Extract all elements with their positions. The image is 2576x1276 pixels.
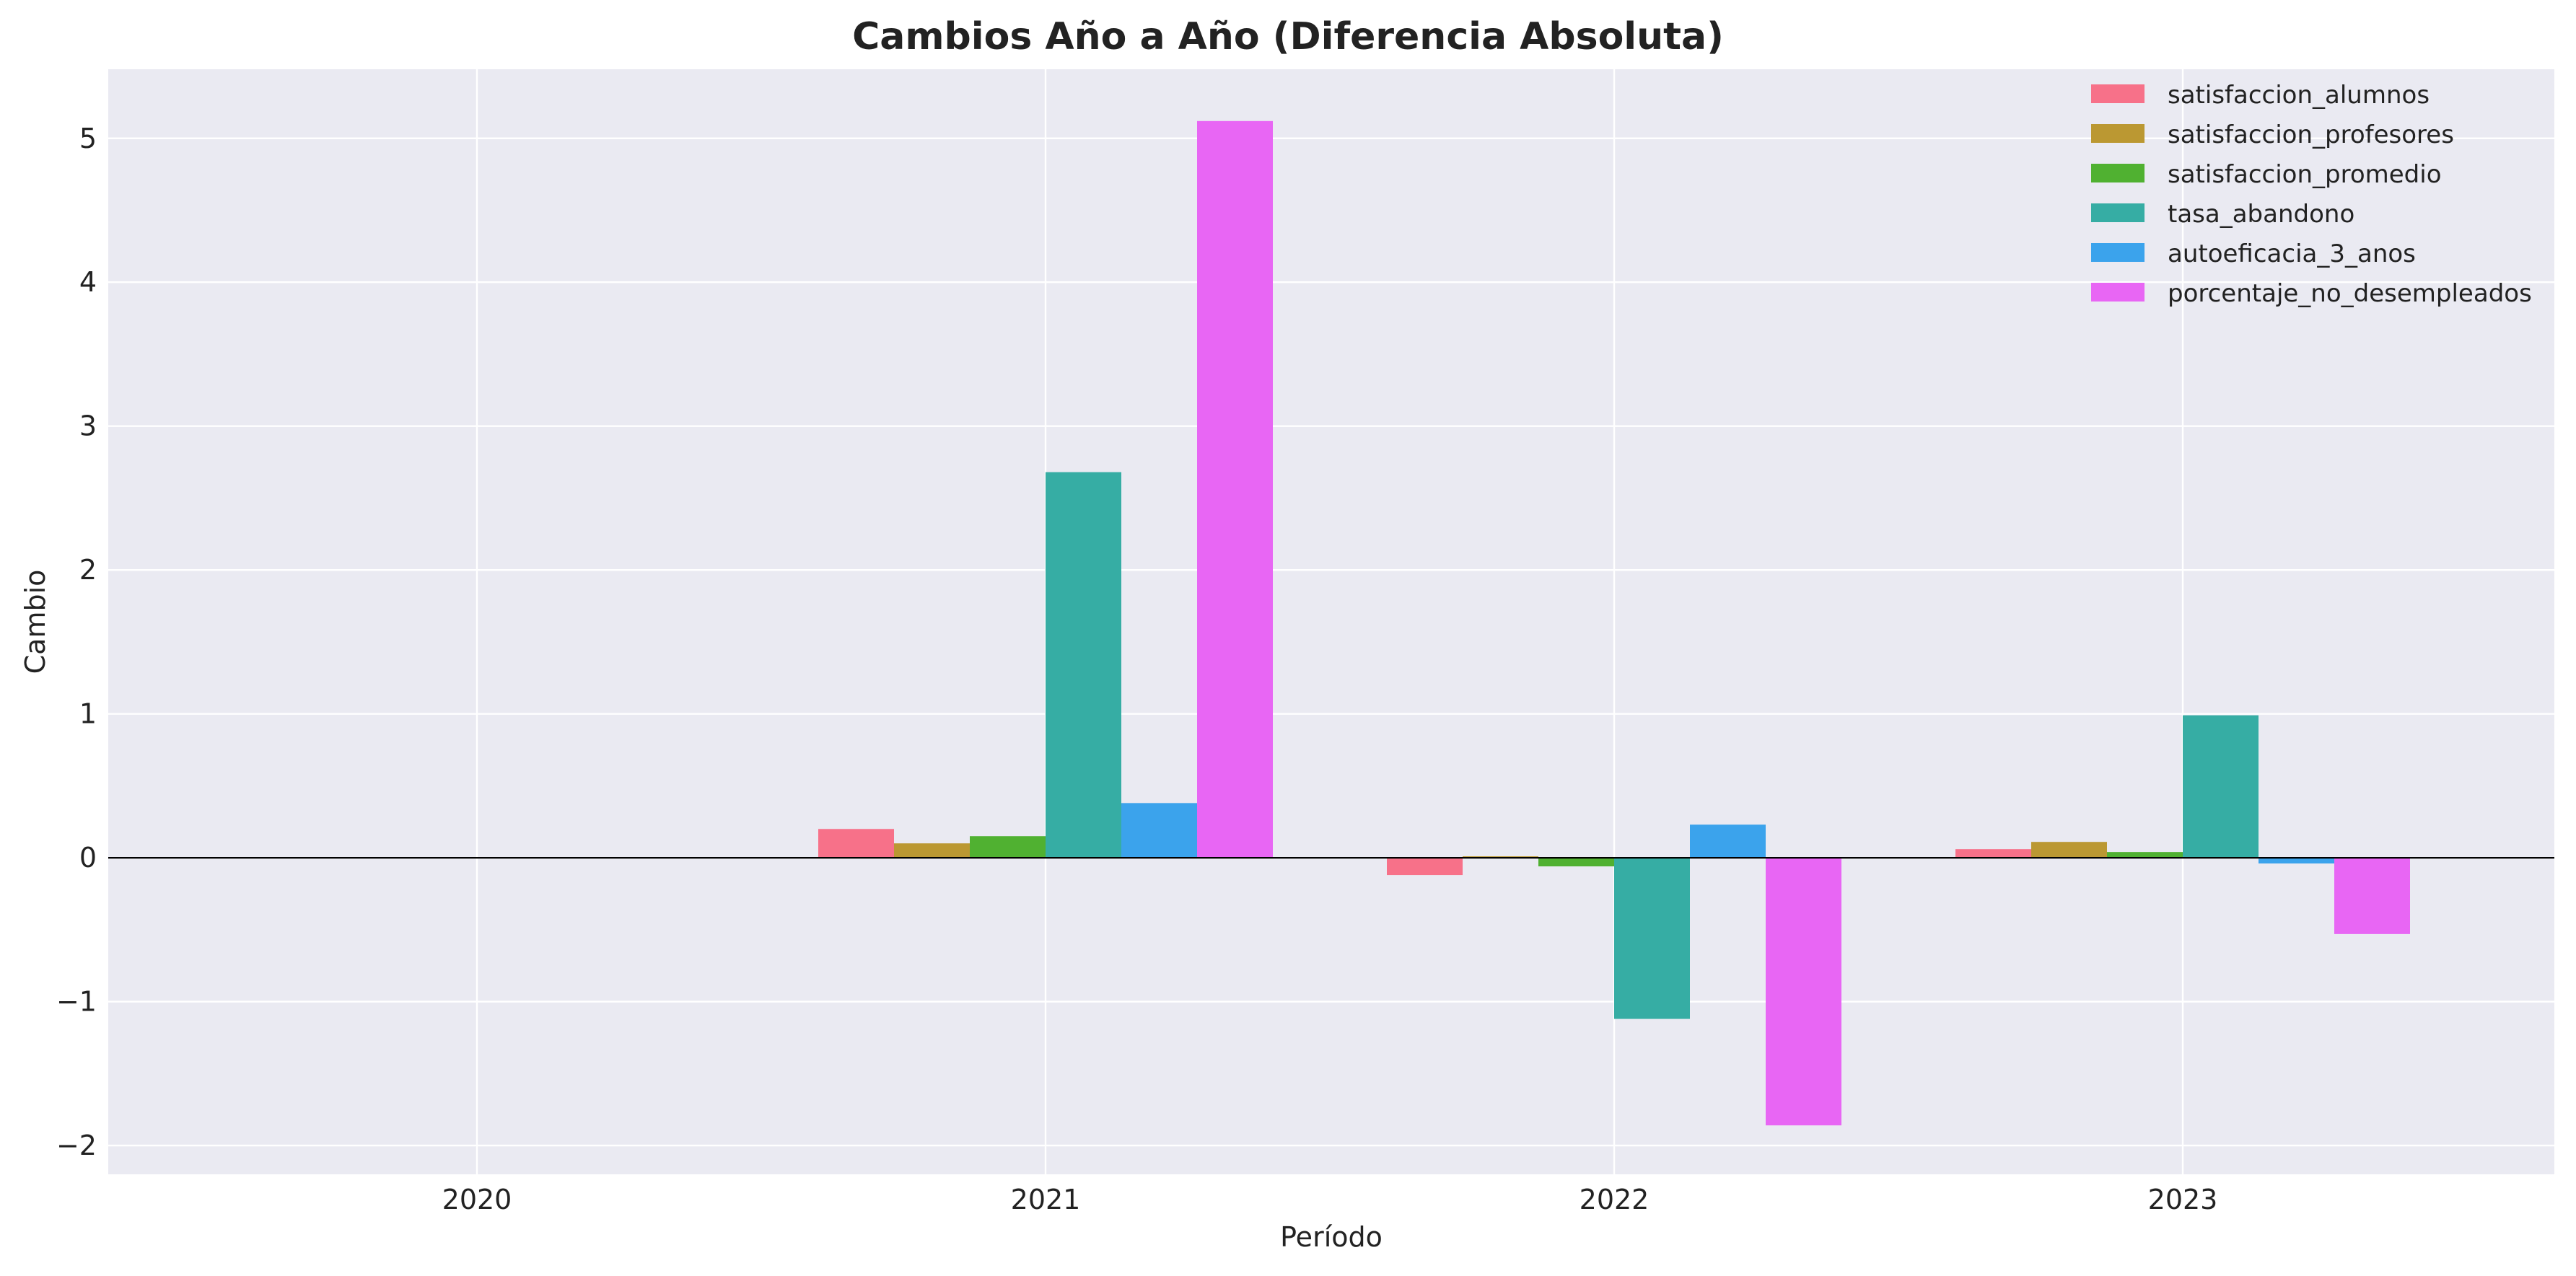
legend-label: satisfaccion_promedio	[2168, 160, 2442, 189]
bar-autoeficacia_3_anos-2021	[1121, 803, 1197, 858]
legend-label: porcentaje_no_desempleados	[2168, 279, 2532, 308]
bar-autoeficacia_3_anos-2023	[2259, 858, 2334, 864]
bar-satisfaccion_promedio-2022	[1538, 858, 1614, 867]
y-axis-label: Cambio	[19, 570, 51, 674]
bar-satisfaccion_promedio-2021	[970, 836, 1046, 858]
y-tick-label: −2	[56, 1130, 97, 1161]
x-axis-ticks: 2020 2021 2022 2023	[442, 1184, 2218, 1215]
legend-swatch	[2091, 243, 2145, 262]
bar-tasa_abandono-2022	[1614, 858, 1690, 1019]
legend: satisfaccion_alumnos satisfaccion_profeso…	[2091, 81, 2532, 308]
legend-swatch	[2091, 164, 2145, 182]
legend-swatch	[2091, 124, 2145, 143]
bar-satisfaccion_profesores-2023	[2031, 842, 2107, 858]
y-tick-label: 3	[79, 410, 97, 442]
y-tick-label: 2	[79, 554, 97, 586]
y-axis-ticks: −2 −1 0 1 2 3 4 5	[56, 123, 97, 1161]
legend-label: autoeficacia_3_anos	[2168, 239, 2416, 268]
chart-title: Cambios Año a Año (Diferencia Absoluta)	[852, 15, 1724, 58]
y-tick-label: 4	[79, 266, 97, 298]
y-tick-label: 1	[79, 698, 97, 730]
bar-tasa_abandono-2023	[2183, 715, 2259, 858]
bar-satisfaccion_profesores-2021	[894, 843, 970, 858]
legend-swatch	[2091, 84, 2145, 103]
bar-satisfaccion_alumnos-2022	[1387, 858, 1463, 876]
y-tick-label: −1	[56, 986, 97, 1018]
bar-porcentaje_no_desempleados-2021	[1197, 120, 1273, 858]
bar-satisfaccion_promedio-2023	[2107, 852, 2183, 858]
y-tick-label: 0	[79, 842, 97, 874]
bar-porcentaje_no_desempleados-2023	[2334, 858, 2410, 934]
bars	[818, 120, 2410, 1126]
y-tick-label: 5	[79, 123, 97, 154]
bar-tasa_abandono-2021	[1046, 472, 1121, 858]
x-tick-label: 2020	[442, 1184, 512, 1215]
bar-satisfaccion_alumnos-2021	[818, 829, 894, 858]
plot-area	[108, 69, 2554, 1174]
legend-label: satisfaccion_alumnos	[2168, 81, 2430, 110]
x-tick-label: 2022	[1580, 1184, 1650, 1215]
legend-swatch	[2091, 283, 2145, 302]
legend-label: satisfaccion_profesores	[2168, 120, 2454, 149]
legend-label: tasa_abandono	[2168, 200, 2354, 229]
bar-autoeficacia_3_anos-2022	[1690, 824, 1766, 858]
bar-porcentaje_no_desempleados-2022	[1766, 858, 1841, 1126]
x-tick-label: 2023	[2148, 1184, 2218, 1215]
x-axis-label: Período	[1280, 1221, 1383, 1253]
legend-swatch	[2091, 203, 2145, 222]
bar-satisfaccion_alumnos-2023	[1955, 849, 2031, 858]
x-tick-label: 2021	[1011, 1184, 1081, 1215]
